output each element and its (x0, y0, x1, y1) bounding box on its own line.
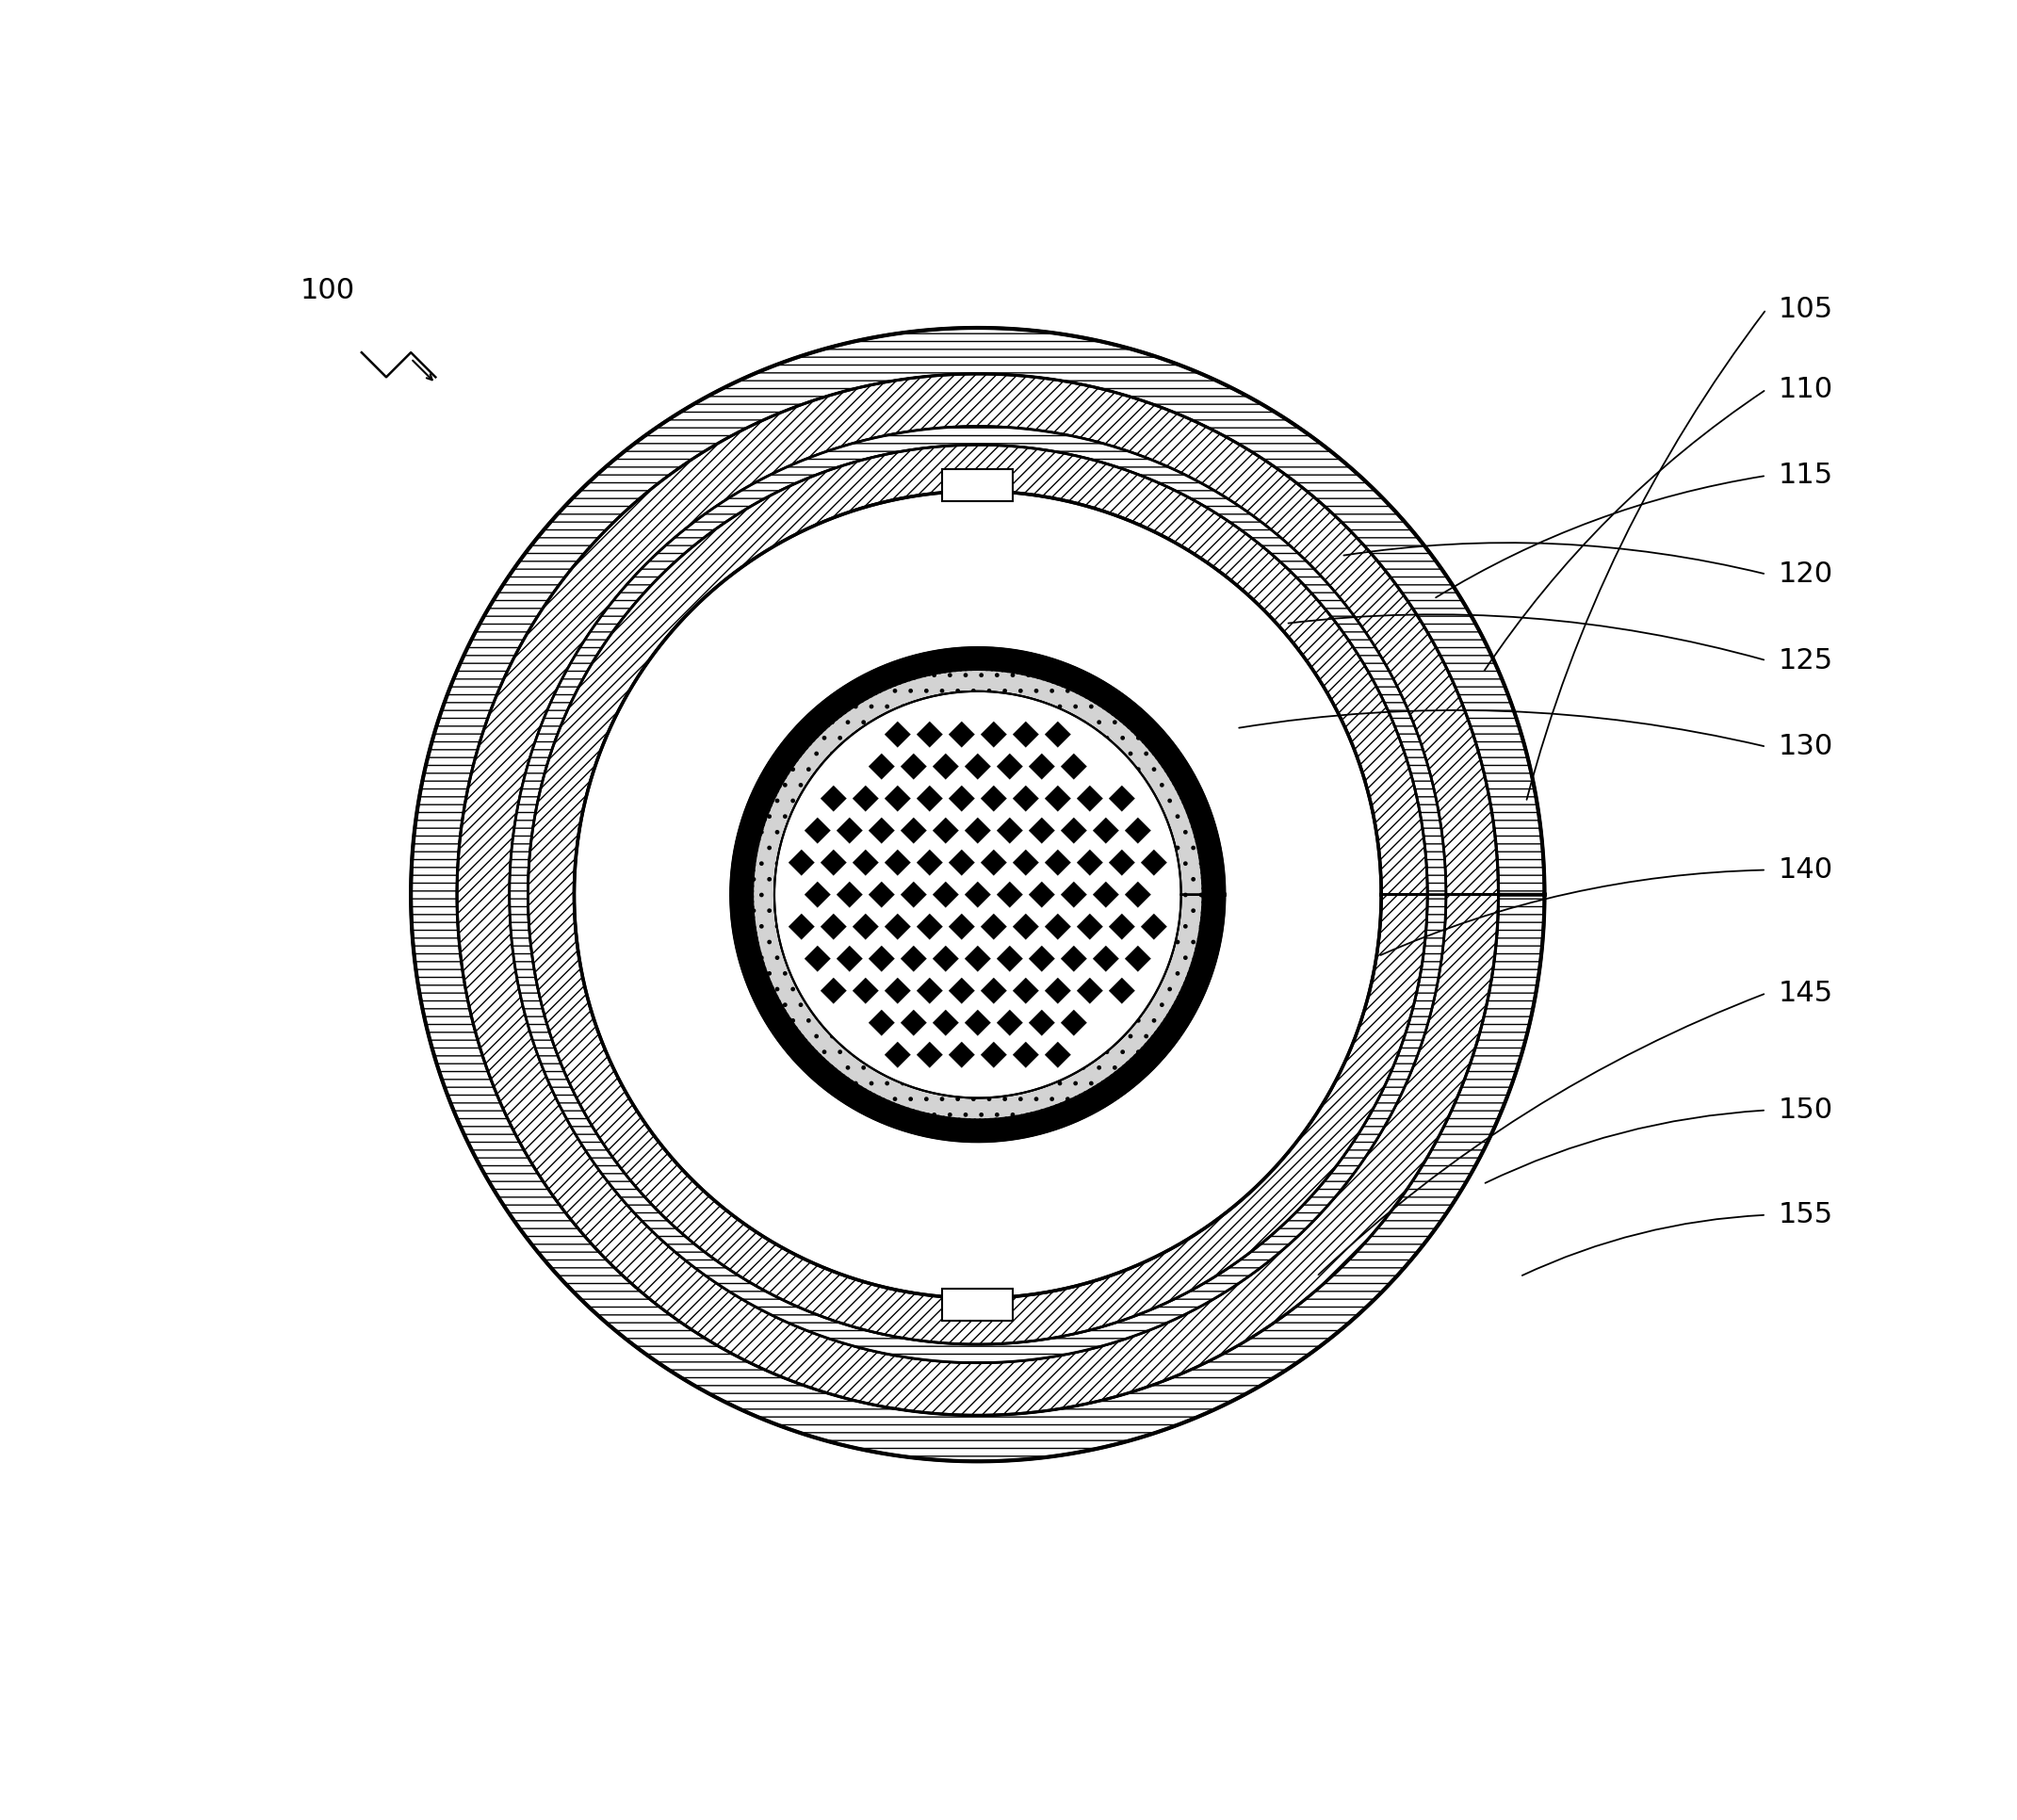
Text: 150: 150 (1779, 1097, 1833, 1125)
Polygon shape (575, 491, 1382, 1298)
Text: 140: 140 (1779, 855, 1833, 885)
Text: 115: 115 (1779, 462, 1833, 490)
Polygon shape (528, 444, 1428, 1345)
Polygon shape (458, 375, 1499, 1416)
Text: 105: 105 (1779, 295, 1833, 322)
Circle shape (775, 692, 1182, 1097)
Text: 130: 130 (1779, 733, 1833, 761)
Polygon shape (510, 426, 1446, 1363)
Polygon shape (752, 670, 1202, 1119)
Text: 110: 110 (1779, 375, 1833, 402)
Polygon shape (411, 328, 1545, 1461)
Bar (942, 1289, 1013, 1320)
Circle shape (732, 648, 1224, 1141)
Text: 120: 120 (1779, 561, 1833, 588)
Bar (942, 470, 1013, 501)
Polygon shape (752, 670, 1202, 1119)
Text: 155: 155 (1779, 1201, 1833, 1228)
Text: 125: 125 (1779, 646, 1833, 673)
Text: 100: 100 (301, 277, 355, 304)
Text: 145: 145 (1779, 979, 1833, 1006)
